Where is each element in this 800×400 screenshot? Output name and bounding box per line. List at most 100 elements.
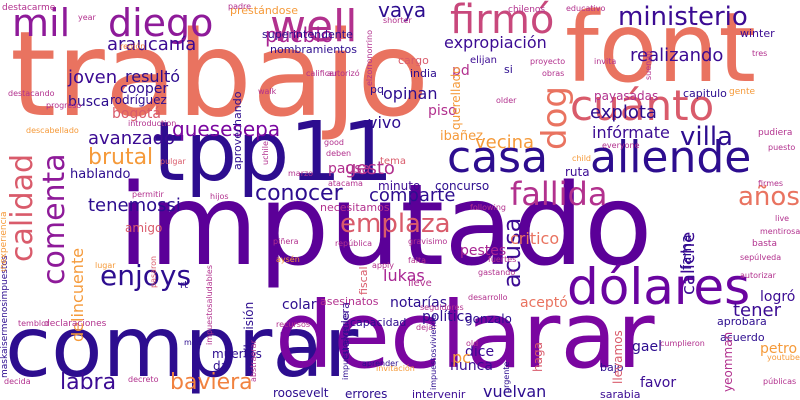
word-avanzado: avanzado bbox=[88, 128, 176, 149]
word-lleve: lleve bbox=[408, 278, 432, 289]
word-tenemossi: tenemossi bbox=[88, 195, 181, 216]
word-villa: villa bbox=[680, 122, 733, 152]
word-gonzalo: gonzalo bbox=[465, 312, 512, 326]
word-brutal: brutal bbox=[88, 145, 154, 170]
word-progreso: progreso bbox=[46, 101, 82, 110]
word-abstraerar: abstraerar bbox=[249, 340, 258, 382]
word-tpp11: tpp11 bbox=[153, 105, 394, 200]
word-obras: obras bbox=[542, 69, 565, 78]
word-haga: haga bbox=[531, 342, 545, 372]
word-bogota: bogotá bbox=[112, 106, 161, 122]
word-colar: colar bbox=[282, 297, 317, 313]
word-conocer: conocer bbox=[255, 181, 343, 206]
word-shorter: shorter bbox=[383, 16, 412, 25]
word-temblor: temblor bbox=[18, 319, 50, 328]
word-bajo: bajo bbox=[600, 361, 624, 374]
word-recursos: recursos bbox=[276, 320, 311, 329]
word-padre: padre bbox=[228, 2, 252, 11]
word-permitir: permitir bbox=[132, 190, 164, 199]
word-firmo: firmó bbox=[450, 0, 555, 43]
word-impuestosverdes: impuestosverdes bbox=[341, 311, 350, 380]
word-inexperiencia: inexperiencia bbox=[0, 211, 9, 272]
word-si: si bbox=[504, 63, 513, 76]
word-pinera: piñera bbox=[273, 237, 299, 246]
word-nunca: nunca bbox=[450, 358, 493, 374]
word-aprender: aprender bbox=[362, 359, 399, 368]
word-year: year bbox=[78, 13, 96, 22]
word-diego: diego bbox=[108, 1, 214, 45]
word-invita: invita bbox=[594, 57, 617, 66]
word-well: well bbox=[270, 1, 358, 52]
word-old: old bbox=[466, 339, 479, 348]
word-necesitamos: necesitamos bbox=[320, 201, 390, 214]
word-cumplieron: cumplieron bbox=[660, 339, 705, 348]
word-autorizo: autorizó bbox=[327, 69, 360, 78]
word-dolares: dólares bbox=[567, 258, 751, 316]
word-walk: walk bbox=[258, 87, 277, 96]
word-cargo: cargo bbox=[398, 54, 429, 67]
word-pulgar: pulgar bbox=[160, 157, 186, 166]
word-anos: años bbox=[738, 182, 800, 212]
word-ruta: ruta bbox=[565, 165, 590, 179]
word-lukas: lukas bbox=[383, 266, 425, 285]
word-pudiera: pudiera bbox=[758, 128, 793, 138]
word-gesto: gesto bbox=[345, 158, 395, 179]
word-maskaisermenosimpuestos: maskaisermenosimpuestos bbox=[0, 255, 10, 378]
word-politica: política bbox=[422, 309, 473, 325]
word-sepulveda: sepúlveda bbox=[740, 253, 782, 262]
word-india: india bbox=[410, 67, 437, 80]
word-critico: critico bbox=[510, 229, 560, 248]
word-concurso: concurso bbox=[435, 179, 490, 193]
word-tema: tema bbox=[380, 156, 406, 167]
word-comparte: comparte bbox=[369, 185, 456, 206]
word-fallida: fallida bbox=[510, 175, 608, 213]
word-mentirosa: mentirosa bbox=[760, 227, 800, 236]
word-vuelvan: vuelvan bbox=[483, 382, 547, 400]
word-man: man bbox=[184, 338, 202, 347]
word-querellado: querellado bbox=[449, 66, 463, 130]
word-educativo: educativo bbox=[566, 4, 606, 13]
word-araucania: araucanía bbox=[107, 34, 197, 55]
word-atacama: atacama bbox=[328, 179, 363, 188]
word-casa: casa bbox=[447, 132, 549, 183]
word-child: child bbox=[572, 154, 591, 163]
word-labra: labra bbox=[60, 370, 117, 395]
word-comprar: comprar bbox=[5, 298, 359, 396]
word-older: older bbox=[496, 96, 517, 105]
word-pq: pq bbox=[370, 83, 384, 96]
word-rodriguez: rodríguez bbox=[110, 93, 167, 107]
word-decreto: decreto bbox=[128, 375, 159, 384]
word-realizando: realizando bbox=[630, 45, 724, 66]
word-destacando: destacando bbox=[8, 89, 55, 98]
word-expropiacion: expropiación bbox=[444, 33, 547, 52]
word-live: live bbox=[775, 214, 790, 223]
word-resulto: resultó bbox=[125, 67, 181, 86]
word-firmes: firmes bbox=[758, 179, 784, 188]
word-suenan: suenan bbox=[644, 50, 653, 80]
word-pc: pc bbox=[452, 348, 471, 367]
word-elzorronorrino: elzorronorrino bbox=[365, 30, 374, 86]
word-imputado: imputado bbox=[118, 161, 653, 291]
word-desarrollo: desarrollo bbox=[468, 293, 508, 302]
word-capacidad: capacidad bbox=[350, 316, 407, 329]
word-favor: favor bbox=[640, 375, 677, 391]
word-cuanto: cuánto bbox=[570, 81, 715, 130]
word-superintendente: superintendente bbox=[262, 28, 353, 41]
word-impuestosvivienda: impuestosvivienda bbox=[429, 314, 438, 390]
word-asesinatos: asesinatos bbox=[320, 295, 379, 308]
word-yeomman: yeomman bbox=[721, 331, 735, 392]
word-tener: tener bbox=[733, 300, 782, 321]
word-da: da bbox=[213, 359, 228, 373]
word-declaraciones: declaraciones bbox=[44, 319, 107, 329]
word-capitulo: capitulo bbox=[683, 87, 727, 100]
word-calidad: calidad bbox=[5, 153, 40, 262]
word-notarias: notarías bbox=[390, 295, 448, 311]
word-good: good bbox=[324, 138, 344, 147]
word-busca: busca bbox=[68, 94, 110, 110]
word-aprobara: aprobara bbox=[717, 315, 767, 328]
word-tres: tres bbox=[752, 49, 768, 58]
word-baviera: baviera bbox=[170, 370, 253, 395]
word-vivo: vivo bbox=[368, 113, 402, 132]
word-logro: logró bbox=[760, 289, 796, 305]
